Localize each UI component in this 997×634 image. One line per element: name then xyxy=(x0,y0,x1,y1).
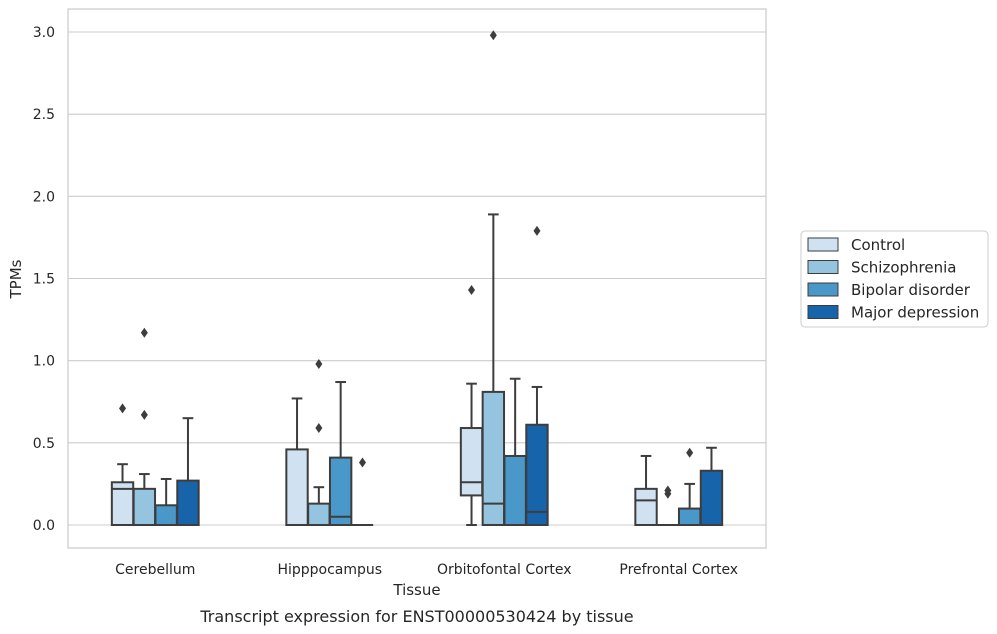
y-tick-label: 2.0 xyxy=(33,189,55,205)
box-body xyxy=(285,448,309,526)
box-3-0 xyxy=(634,454,658,526)
y-tick-label: 1.5 xyxy=(33,272,55,288)
outlier-point xyxy=(315,358,323,369)
box-1-2 xyxy=(328,381,353,526)
box-body xyxy=(699,469,724,526)
outlier-point xyxy=(664,485,672,496)
x-tick-label: Orbitofontal Cortex xyxy=(437,562,572,578)
y-tick-label: 3.0 xyxy=(33,25,55,41)
box-body xyxy=(307,502,331,526)
y-tick-label: 1.0 xyxy=(33,354,55,370)
box-body xyxy=(525,423,549,526)
box-3-2 xyxy=(677,447,702,526)
legend-label: Major depression xyxy=(851,304,979,322)
box-1-1 xyxy=(307,358,331,526)
box-body xyxy=(328,456,353,526)
outlier-point xyxy=(119,403,127,414)
legend-swatch xyxy=(807,282,839,297)
x-tick-label: Hipppocampus xyxy=(277,562,382,578)
y-tick-label: 0.5 xyxy=(33,436,55,452)
outlier-point xyxy=(533,225,541,236)
box-0-2 xyxy=(154,477,178,526)
box-plot-area xyxy=(110,30,724,526)
box-3-3 xyxy=(699,446,724,526)
y-tick-label: 2.5 xyxy=(33,107,55,123)
legend-swatch xyxy=(807,305,839,319)
box-body xyxy=(503,454,527,526)
outlier-point xyxy=(489,30,497,41)
box-0-0 xyxy=(110,403,135,526)
legend: Control Schizophrenia Bipolar disorder Majo… xyxy=(800,230,989,328)
box-body xyxy=(481,390,506,526)
box-body xyxy=(176,479,200,526)
outlier-point xyxy=(315,423,323,434)
outlier-point xyxy=(140,327,148,338)
x-axis-label: Tissue xyxy=(392,581,440,599)
outlier-point xyxy=(686,447,694,458)
outlier-point xyxy=(468,285,476,296)
x-axis-ticks: Cerebellum Hipppocampus Orbitofontal Corte… xyxy=(115,562,738,578)
box-body xyxy=(677,507,702,526)
box-0-1 xyxy=(132,327,157,526)
outlier-point xyxy=(140,409,148,420)
outlier-point xyxy=(358,457,366,468)
gridlines xyxy=(68,31,766,526)
box-2-1 xyxy=(481,30,506,526)
legend-label: Control xyxy=(851,236,905,254)
y-tick-label: 0.0 xyxy=(33,518,55,534)
x-tick-label: Prefrontal Cortex xyxy=(619,562,738,578)
box-2-0 xyxy=(459,285,484,526)
legend-frame xyxy=(800,230,989,328)
plot-frame xyxy=(67,8,767,549)
box-body xyxy=(132,487,157,526)
box-body xyxy=(154,504,178,526)
x-tick-label: Cerebellum xyxy=(115,562,195,578)
box-body xyxy=(634,487,658,526)
y-axis-label: TPMs xyxy=(7,259,25,299)
legend-label: Bipolar disorder xyxy=(851,281,971,299)
chart-caption: Transcript expression for ENST0000053042… xyxy=(199,607,633,626)
box-3-1 xyxy=(657,485,679,526)
legend-label: Schizophrenia xyxy=(851,259,956,277)
y-axis-ticks: 0.0 0.5 1.0 1.5 2.0 2.5 3.0 xyxy=(33,25,55,534)
box-2-3 xyxy=(525,225,549,526)
box-1-3 xyxy=(351,457,374,526)
box-0-3 xyxy=(176,417,200,526)
legend-swatch xyxy=(807,237,839,252)
box-2-2 xyxy=(503,377,527,526)
box-body xyxy=(459,427,484,497)
box-1-0 xyxy=(285,397,309,526)
legend-swatch xyxy=(807,260,839,274)
